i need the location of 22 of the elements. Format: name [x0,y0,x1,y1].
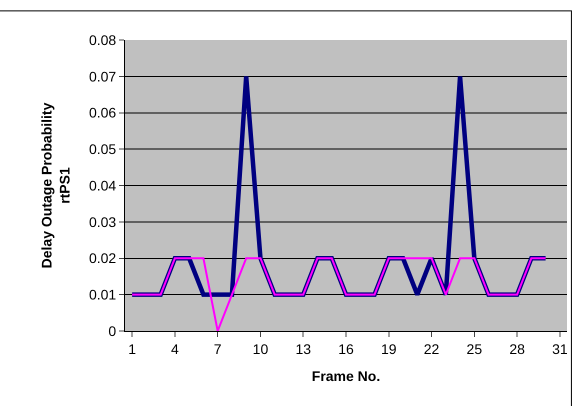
x-tick-label: 10 [252,340,268,357]
y-tick-label: 0.02 [88,250,116,266]
y-tick-label: 0 [108,322,116,339]
y-tick-label: 0.03 [88,214,116,230]
x-tick-label: 1 [128,340,136,357]
y-axis-title: Delay Outage Probability rtPS1 [38,102,73,268]
y-tick-label: 0.07 [88,68,116,84]
x-tick-label: 22 [424,340,440,357]
y-tick-label: 0.06 [88,104,116,121]
x-tick-label: 28 [509,340,526,357]
y-tick-label: 0.01 [88,286,116,303]
x-tick-label: 7 [214,340,222,357]
x-tick-label: 13 [295,340,312,357]
x-tick-label: 4 [171,340,179,357]
x-axis-title: Frame No. [312,368,380,384]
y-tick-label: 0.05 [88,141,116,158]
x-tick-label: 19 [380,340,397,357]
x-tick-label: 16 [338,340,354,357]
y-tick-label: 0.04 [88,177,116,194]
x-tick-label: 31 [552,340,568,357]
y-tick-label: 0.08 [88,32,116,48]
x-tick-label: 25 [466,340,482,357]
